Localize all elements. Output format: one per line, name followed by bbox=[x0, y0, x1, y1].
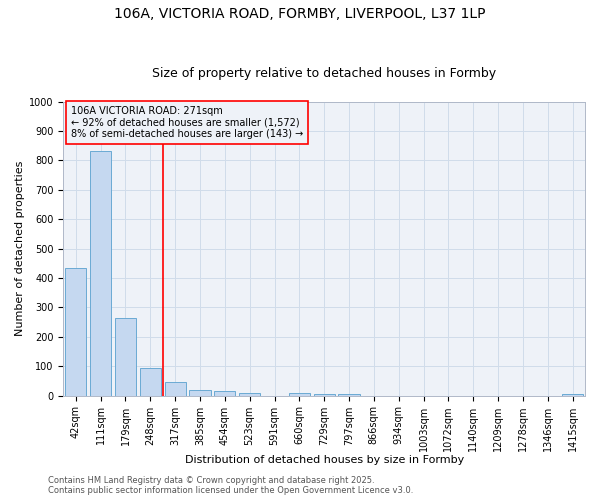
Text: 106A, VICTORIA ROAD, FORMBY, LIVERPOOL, L37 1LP: 106A, VICTORIA ROAD, FORMBY, LIVERPOOL, … bbox=[114, 8, 486, 22]
Bar bbox=[289, 392, 310, 396]
Bar bbox=[190, 390, 211, 396]
Text: Contains HM Land Registry data © Crown copyright and database right 2025.
Contai: Contains HM Land Registry data © Crown c… bbox=[48, 476, 413, 495]
Bar bbox=[115, 318, 136, 396]
X-axis label: Distribution of detached houses by size in Formby: Distribution of detached houses by size … bbox=[185, 455, 464, 465]
Bar bbox=[65, 268, 86, 396]
Title: Size of property relative to detached houses in Formby: Size of property relative to detached ho… bbox=[152, 66, 496, 80]
Bar bbox=[338, 394, 359, 396]
Bar bbox=[140, 368, 161, 396]
Bar bbox=[239, 392, 260, 396]
Bar bbox=[562, 394, 583, 396]
Bar bbox=[314, 394, 335, 396]
Text: 106A VICTORIA ROAD: 271sqm
← 92% of detached houses are smaller (1,572)
8% of se: 106A VICTORIA ROAD: 271sqm ← 92% of deta… bbox=[71, 106, 303, 139]
Bar bbox=[164, 382, 186, 396]
Bar bbox=[90, 152, 111, 396]
Y-axis label: Number of detached properties: Number of detached properties bbox=[15, 161, 25, 336]
Bar bbox=[214, 391, 235, 396]
